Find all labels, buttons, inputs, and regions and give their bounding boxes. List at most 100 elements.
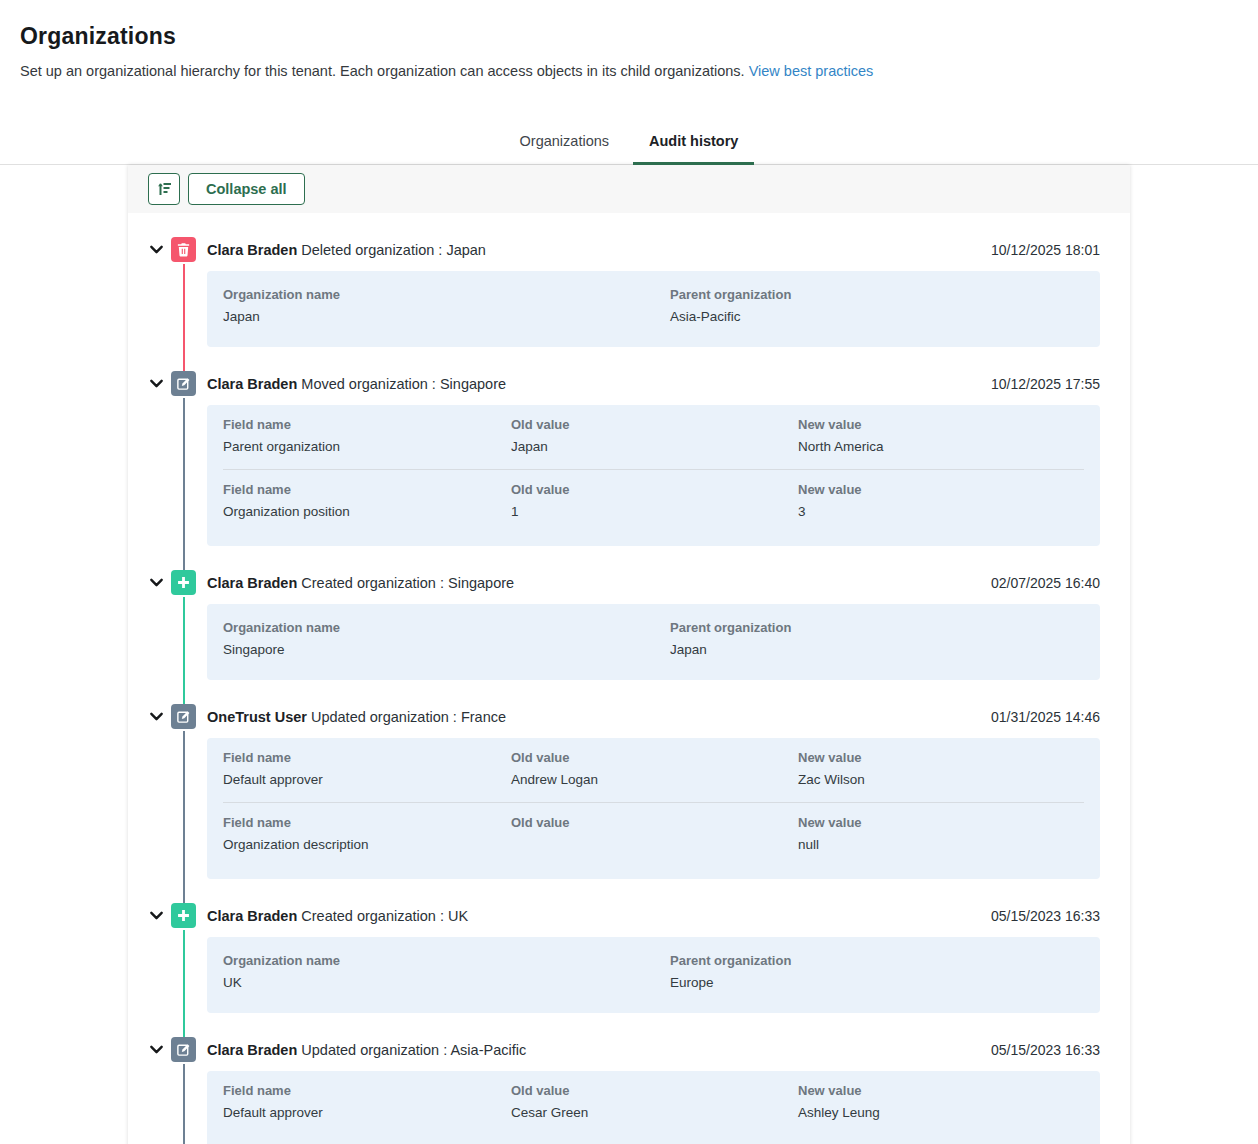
plus-icon xyxy=(171,903,196,928)
organization-name-cell: Organization name UK xyxy=(223,953,670,991)
field-label: Old value xyxy=(511,1083,798,1099)
entry-user: Clara Braden xyxy=(207,908,297,924)
entry-title: Clara Braden Created organization : UK xyxy=(207,908,468,924)
field-value: Default approver xyxy=(223,772,511,788)
field-value: null xyxy=(798,837,1084,853)
field-label: Field name xyxy=(223,815,511,831)
field-label: Organization name xyxy=(223,287,670,303)
new-value-cell: New value Ashley Leung xyxy=(798,1083,1084,1121)
field-label: Field name xyxy=(223,750,511,766)
entry-header: Clara Braden Created organization : Sing… xyxy=(148,570,1100,595)
organization-name-cell: Organization name Japan xyxy=(223,287,670,325)
chevron-down-icon[interactable] xyxy=(148,1041,165,1058)
field-name-cell: Field name Organization position xyxy=(223,482,511,520)
entry-user: Clara Braden xyxy=(207,575,297,591)
audit-entry: Clara Braden Created organization : UK 0… xyxy=(148,903,1100,1013)
entry-header: Clara Braden Updated organization : Asia… xyxy=(148,1037,1100,1062)
entry-timestamp: 05/15/2023 16:33 xyxy=(991,1042,1100,1058)
field-label: New value xyxy=(798,1083,1084,1099)
entry-user: OneTrust User xyxy=(207,709,307,725)
entry-timestamp: 10/12/2025 17:55 xyxy=(991,376,1100,392)
field-change-row: Field name Parent organization Old value… xyxy=(223,405,1084,469)
timeline-connector xyxy=(183,731,185,905)
page-title: Organizations xyxy=(20,20,1238,52)
tab-audit-history[interactable]: Audit history xyxy=(633,123,754,165)
edit-icon xyxy=(171,704,196,729)
field-value: Singapore xyxy=(223,642,670,658)
field-label: Field name xyxy=(223,482,511,498)
entry-details-card: Field name Default approver Old value Ce… xyxy=(207,1071,1100,1144)
trash-icon xyxy=(171,237,196,262)
chevron-down-icon[interactable] xyxy=(148,907,165,924)
timeline-connector xyxy=(183,930,185,1039)
field-value: Organization description xyxy=(223,837,511,853)
best-practices-link[interactable]: View best practices xyxy=(749,63,874,79)
field-change-row: Field name Default approver Old value An… xyxy=(223,738,1084,802)
field-label: Organization name xyxy=(223,620,670,636)
entry-title: Clara Braden Moved organization : Singap… xyxy=(207,376,506,392)
timeline-connector xyxy=(183,398,185,572)
chevron-down-icon[interactable] xyxy=(148,708,165,725)
field-change-row: Field name Organization description Old … xyxy=(223,802,1084,867)
entry-header: Clara Braden Created organization : UK 0… xyxy=(148,903,1100,928)
entry-details-card: Organization name Japan Parent organizat… xyxy=(207,271,1100,347)
timeline-connector xyxy=(183,264,185,373)
field-label: Old value xyxy=(511,750,798,766)
field-label: New value xyxy=(798,750,1084,766)
parent-organization-cell: Parent organization Japan xyxy=(670,620,1084,658)
field-label: Parent organization xyxy=(670,287,1084,303)
tab-organizations[interactable]: Organizations xyxy=(504,123,625,165)
field-name-cell: Field name Default approver xyxy=(223,750,511,788)
timeline-connector xyxy=(183,597,185,706)
edit-icon xyxy=(171,1037,196,1062)
entry-header: Clara Braden Moved organization : Singap… xyxy=(148,371,1100,396)
entry-timestamp: 02/07/2025 16:40 xyxy=(991,575,1100,591)
field-value: Europe xyxy=(670,975,1084,991)
entry-action: Updated organization : France xyxy=(311,709,506,725)
entry-action: Created organization : Singapore xyxy=(301,575,514,591)
field-value: Japan xyxy=(223,309,670,325)
tab-bar: Organizations Audit history xyxy=(0,123,1258,165)
field-label: Old value xyxy=(511,417,798,433)
field-name-cell: Field name Parent organization xyxy=(223,417,511,455)
field-change-row: Field name Organization position Old val… xyxy=(223,469,1084,534)
sort-button[interactable] xyxy=(148,173,180,205)
old-value-cell: Old value 1 xyxy=(511,482,798,520)
field-value: Japan xyxy=(670,642,1084,658)
entry-title: Clara Braden Created organization : Sing… xyxy=(207,575,514,591)
field-name-cell: Field name Default approver xyxy=(223,1083,511,1121)
audit-entry: Clara Braden Deleted organization : Japa… xyxy=(148,237,1100,347)
entry-title: OneTrust User Updated organization : Fra… xyxy=(207,709,506,725)
old-value-cell: Old value Cesar Green xyxy=(511,1083,798,1121)
entry-timestamp: 05/15/2023 16:33 xyxy=(991,908,1100,924)
new-value-cell: New value Zac Wilson xyxy=(798,750,1084,788)
audit-timeline: Clara Braden Deleted organization : Japa… xyxy=(128,213,1130,1144)
page-subtitle: Set up an organizational hierarchy for t… xyxy=(20,63,745,79)
field-label: Organization name xyxy=(223,953,670,969)
field-name-cell: Field name Organization description xyxy=(223,815,511,853)
field-value: 1 xyxy=(511,504,798,520)
field-label: Old value xyxy=(511,815,798,831)
field-label: Parent organization xyxy=(670,953,1084,969)
parent-organization-cell: Parent organization Asia-Pacific xyxy=(670,287,1084,325)
field-value: Asia-Pacific xyxy=(670,309,1084,325)
field-value: Default approver xyxy=(223,1105,511,1121)
collapse-all-button[interactable]: Collapse all xyxy=(188,173,305,205)
chevron-down-icon[interactable] xyxy=(148,574,165,591)
audit-entry: Clara Braden Updated organization : Asia… xyxy=(148,1037,1100,1144)
field-label: Field name xyxy=(223,417,511,433)
field-value: UK xyxy=(223,975,670,991)
field-value xyxy=(511,837,798,853)
audit-entry: Clara Braden Created organization : Sing… xyxy=(148,570,1100,680)
entry-title: Clara Braden Deleted organization : Japa… xyxy=(207,242,486,258)
chevron-down-icon[interactable] xyxy=(148,375,165,392)
field-value: Japan xyxy=(511,439,798,455)
field-value: Ashley Leung xyxy=(798,1105,1084,1121)
parent-organization-cell: Parent organization Europe xyxy=(670,953,1084,991)
entry-action: Created organization : UK xyxy=(301,908,468,924)
field-value: North America xyxy=(798,439,1084,455)
page-header: Organizations Set up an organizational h… xyxy=(0,0,1258,81)
chevron-down-icon[interactable] xyxy=(148,241,165,258)
entry-action: Moved organization : Singapore xyxy=(301,376,506,392)
new-value-cell: New value North America xyxy=(798,417,1084,455)
